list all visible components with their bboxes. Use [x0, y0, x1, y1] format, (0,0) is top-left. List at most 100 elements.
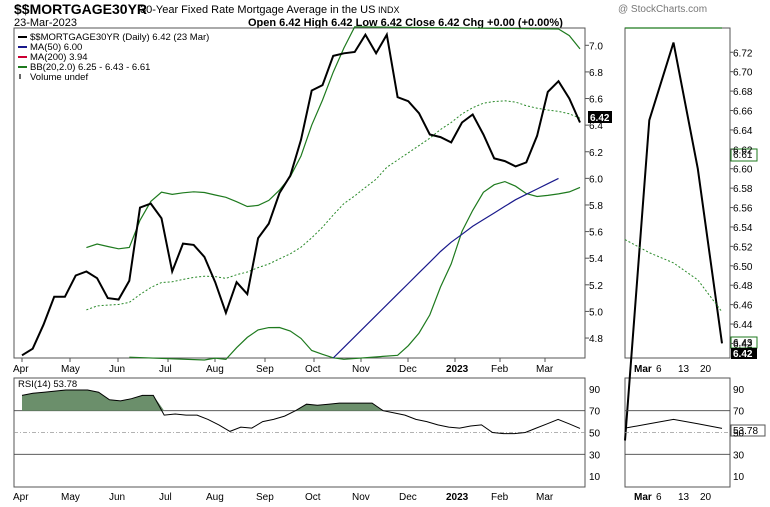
rsi-zoom-y-tick-label: 30 — [733, 450, 745, 461]
zoom-y-tick-label: 6.70 — [733, 68, 753, 79]
quote-line: Open 6.42 High 6.42 Low 6.42 Close 6.42 … — [248, 17, 563, 29]
legend: $$MORTGAGE30YR (Daily) 6.42 (23 Mar) MA(… — [18, 32, 209, 390]
x-tick-label-rsi: Sep — [256, 492, 274, 503]
x-tick-label-rsi: Mar — [536, 492, 554, 503]
x-tick-label: May — [61, 364, 80, 375]
y-tick-label: 6.2 — [589, 148, 603, 159]
y-tick-label: 7.0 — [589, 41, 603, 52]
zoom-panel-frame — [624, 27, 731, 359]
zoom-y-tick-label: 6.68 — [733, 87, 753, 98]
x-tick-label-rsi: Dec — [399, 492, 417, 503]
zoom-y-tick-label: 6.42 — [733, 339, 753, 350]
zoom-x-tick-label: 20 — [700, 364, 712, 375]
rsi-zoom-y-tick-label: 70 — [733, 407, 745, 418]
rsi-y-tick-label: 10 — [589, 472, 601, 483]
y-tick-label: 5.6 — [589, 228, 603, 239]
x-tick-label-rsi: Aug — [206, 492, 224, 503]
zoom-rsi-x-tick-label: 20 — [700, 492, 712, 503]
zoom-y-tick-label: 6.72 — [733, 48, 753, 59]
x-tick-label-rsi: Oct — [305, 492, 321, 503]
price-line — [21, 31, 581, 357]
zoom-rsi-x-tick-label: 6 — [656, 492, 662, 503]
x-tick-label-rsi: May — [61, 492, 80, 503]
rsi-zoom-y-tick-label: 90 — [733, 385, 745, 396]
symbol-description: 30-Year Fixed Rate Mortgage Average in t… — [140, 4, 375, 16]
zoom-rsi-line — [624, 418, 723, 429]
zoom-x-tick-label: Mar — [634, 364, 652, 375]
zoom-y-tick-label: 6.66 — [733, 107, 753, 118]
legend-bb: BB(20,2.0) 6.25 - 6.43 - 6.61 — [30, 62, 150, 73]
legend-ma200: MA(200) 3.94 — [30, 52, 88, 63]
y-tick-label: 5.2 — [589, 281, 603, 292]
legend-swatch-volume — [19, 74, 21, 79]
x-tick-label: Dec — [399, 364, 417, 375]
zoom-y-tick-label: 6.54 — [733, 223, 753, 234]
price-panel-frame — [13, 27, 586, 359]
zoom-y-tick-label: 6.62 — [733, 145, 753, 156]
zoom-bb-upper-box — [730, 148, 758, 162]
zoom-y-tick-label: 6.52 — [733, 242, 753, 253]
last-value-labels: 6.42 6.61 6.43 6.42 53.78 — [588, 111, 766, 437]
x-tick-label: Oct — [305, 364, 321, 375]
rsi-y-tick-label: 30 — [589, 450, 601, 461]
rsi-overbought-fill — [22, 390, 580, 411]
symbol-title: $$MORTGAGE30YR — [14, 1, 147, 17]
x-tick-label: Apr — [13, 364, 29, 375]
x-tick-label: Jun — [109, 364, 125, 375]
legend-rsi: RSI(14) 53.78 — [18, 379, 77, 390]
bb-middle-line — [86, 100, 581, 311]
zoom-bb-upper-label: 6.61 — [733, 150, 753, 161]
zoom-rsi-x-tick-label: Mar — [634, 492, 652, 503]
rsi-zoom-y-tick-label: 50 — [733, 429, 745, 440]
x-tick-label: Mar — [536, 364, 554, 375]
zoom-bb-middle-line — [624, 239, 723, 313]
exchange-label: INDX — [378, 5, 400, 15]
zoom-last-label: 6.42 — [733, 349, 753, 360]
x-tick-label-rsi: Feb — [491, 492, 509, 503]
zoom-y-tick-label: 6.44 — [733, 320, 753, 331]
x-tick-label: Aug — [206, 364, 224, 375]
y-tick-label: 6.6 — [589, 95, 603, 106]
zoom-y-tick-label: 6.48 — [733, 281, 753, 292]
bb-lower-line — [129, 180, 581, 361]
x-tick-label: Sep — [256, 364, 274, 375]
x-tick-label-rsi: Jun — [109, 492, 125, 503]
zoom-y-tick-label: 6.60 — [733, 165, 753, 176]
x-tick-label-rsi: Apr — [13, 492, 29, 503]
legend-ma50: MA(50) 6.00 — [30, 42, 82, 53]
zoom-y-tick-label: 6.46 — [733, 301, 753, 312]
y-tick-label: 6.4 — [589, 121, 603, 132]
zoom-y-tick-label: 6.58 — [733, 184, 753, 195]
y-tick-label: 6.8 — [589, 68, 603, 79]
rsi-last-label: 53.78 — [733, 426, 758, 437]
rsi-line — [21, 389, 581, 435]
zoom-last-label-box — [731, 348, 757, 359]
zoom-x-tick-label: 13 — [678, 364, 690, 375]
ma50-line — [332, 177, 559, 359]
zoom-y-tick-label: 6.56 — [733, 204, 753, 215]
x-tick-label-rsi: Nov — [352, 492, 370, 503]
zoom-bb-lower-label: 6.43 — [733, 338, 753, 349]
x-tick-label: Jul — [159, 364, 172, 375]
zoom-y-tick-label: 6.50 — [733, 262, 753, 273]
rsi-y-tick-label: 50 — [589, 429, 601, 440]
x-tick-label: 2023 — [446, 364, 469, 375]
zoom-y-tick-label: 6.64 — [733, 126, 753, 137]
price-panel — [13, 27, 586, 359]
x-tick-label-rsi: 2023 — [446, 492, 469, 503]
legend-price: $$MORTGAGE30YR (Daily) 6.42 (23 Mar) — [30, 32, 209, 43]
zoom-price-line — [624, 42, 723, 441]
zoom-rsi-x-tick-label: 13 — [678, 492, 690, 503]
y-tick-label: 6.0 — [589, 174, 603, 185]
main-last-label-box — [588, 111, 612, 123]
zoom-panel — [624, 27, 731, 359]
x-tick-label: Feb — [491, 364, 509, 375]
y-tick-label: 4.8 — [589, 334, 603, 345]
x-tick-label: Nov — [352, 364, 370, 375]
x-tick-label-rsi: Jul — [159, 492, 172, 503]
zoom-x-tick-label: 6 — [656, 364, 662, 375]
date-label: 23-Mar-2023 — [14, 17, 77, 29]
rsi-y-tick-label: 90 — [589, 385, 601, 396]
rsi-y-tick-label: 70 — [589, 407, 601, 418]
